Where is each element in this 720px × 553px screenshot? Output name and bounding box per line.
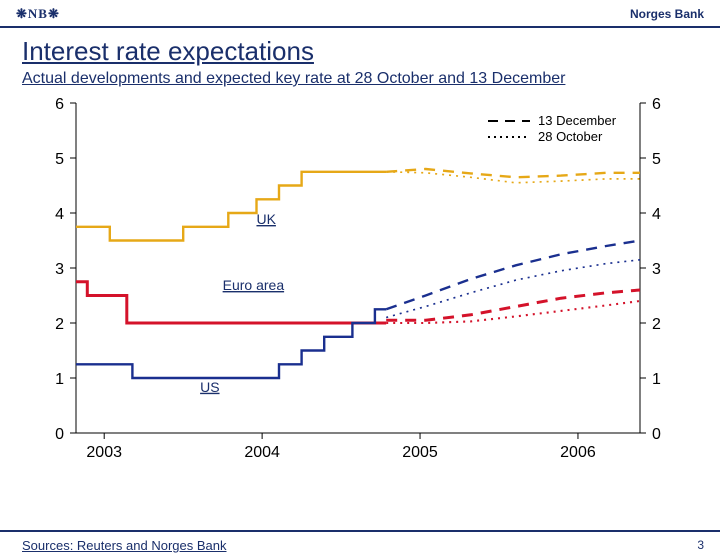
euro-label: Euro area <box>223 277 285 293</box>
legend-label: 13 December <box>538 113 617 128</box>
ytick-right: 2 <box>652 316 661 333</box>
interest-rate-chart: 0 0 1 1 2 2 3 3 4 4 5 5 6 6 2003 2004 2005 2006 UK Euro are… <box>48 93 668 473</box>
xtick-label: 2006 <box>560 444 596 461</box>
chart-title: Interest rate expectations <box>22 36 698 67</box>
ytick-left: 0 <box>55 426 64 443</box>
us-label: US <box>200 379 219 395</box>
xtick-label: 2003 <box>86 444 122 461</box>
logo: ❋NB❋ <box>16 6 60 22</box>
xtick-label: 2004 <box>244 444 280 461</box>
us-dec-line <box>386 241 640 310</box>
ytick-right: 0 <box>652 426 661 443</box>
uk-label: UK <box>256 211 276 227</box>
ytick-left: 4 <box>55 206 64 223</box>
uk-dec-line <box>386 169 640 177</box>
ytick-left: 3 <box>55 261 64 278</box>
header: ❋NB❋ Norges Bank <box>0 0 720 28</box>
title-block: Interest rate expectations Actual develo… <box>0 28 720 89</box>
xtick-label: 2005 <box>402 444 438 461</box>
chart-subtitle: Actual developments and expected key rat… <box>22 69 698 89</box>
source-text: Sources: Reuters and Norges Bank <box>22 538 227 553</box>
ytick-right: 3 <box>652 261 661 278</box>
us-actual-line <box>76 309 386 378</box>
ytick-left: 6 <box>55 96 64 113</box>
ytick-left: 1 <box>55 371 64 388</box>
footer: Sources: Reuters and Norges Bank 3 <box>0 530 720 532</box>
ytick-left: 2 <box>55 316 64 333</box>
uk-actual-line <box>76 172 386 241</box>
ytick-right: 6 <box>652 96 661 113</box>
page-number: 3 <box>697 538 704 552</box>
ytick-right: 4 <box>652 206 661 223</box>
ytick-right: 1 <box>652 371 661 388</box>
bank-name: Norges Bank <box>630 7 704 21</box>
us-oct-line <box>386 260 640 318</box>
ytick-left: 5 <box>55 151 64 168</box>
legend-label: 28 October <box>538 129 603 144</box>
ytick-right: 5 <box>652 151 661 168</box>
